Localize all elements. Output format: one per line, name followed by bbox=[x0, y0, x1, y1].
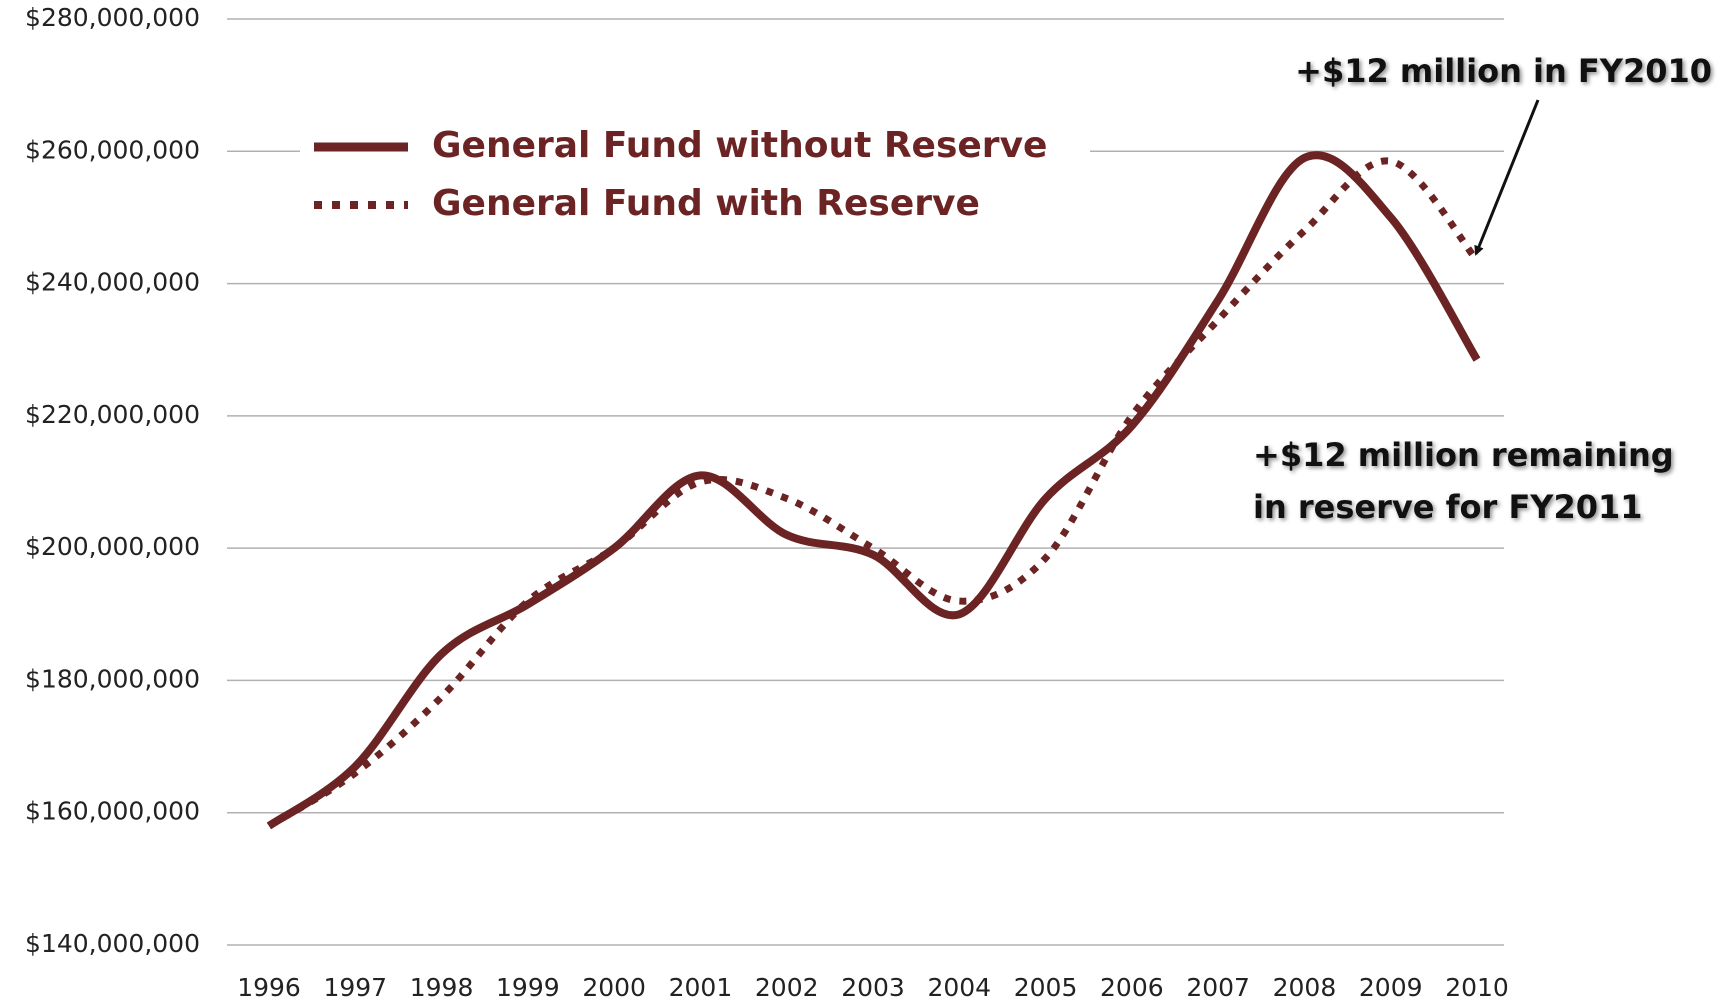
x-tick-label: 2005 bbox=[1014, 973, 1078, 1002]
y-tick-label: $280,000,000 bbox=[25, 3, 200, 32]
legend-label: General Fund with Reserve bbox=[432, 183, 980, 224]
x-tick-label: 2010 bbox=[1445, 973, 1509, 1002]
x-tick-label: 2009 bbox=[1359, 973, 1423, 1002]
x-tick-label: 2008 bbox=[1273, 973, 1337, 1002]
x-tick-label: 2001 bbox=[669, 973, 733, 1002]
annotation: in reserve for FY2011 bbox=[1253, 488, 1643, 526]
x-tick-label: 1999 bbox=[496, 973, 560, 1002]
annotation: +$12 million in FY2010 bbox=[1295, 52, 1712, 90]
y-tick-label: $260,000,000 bbox=[25, 135, 200, 164]
x-tick-label: 2003 bbox=[841, 973, 905, 1002]
annotation: +$12 million remaining bbox=[1253, 436, 1674, 474]
y-tick-label: $240,000,000 bbox=[25, 268, 200, 297]
y-tick-label: $220,000,000 bbox=[25, 400, 200, 429]
y-tick-label: $200,000,000 bbox=[25, 532, 200, 561]
series-line bbox=[267, 157, 1480, 829]
legend-background bbox=[300, 115, 1090, 235]
y-tick-label: $140,000,000 bbox=[25, 929, 200, 958]
x-tick-label: 1997 bbox=[323, 973, 387, 1002]
y-tick-label: $160,000,000 bbox=[25, 797, 200, 826]
x-tick-label: 2002 bbox=[755, 973, 819, 1002]
x-tick-label: 2004 bbox=[927, 973, 991, 1002]
x-tick-label: 1996 bbox=[237, 973, 301, 1002]
x-tick-label: 2006 bbox=[1100, 973, 1164, 1002]
annotation-arrow bbox=[1474, 99, 1540, 256]
y-tick-label: $180,000,000 bbox=[25, 664, 200, 693]
series-line bbox=[266, 151, 1481, 830]
x-tick-label: 2000 bbox=[582, 973, 646, 1002]
x-tick-label: 2007 bbox=[1186, 973, 1250, 1002]
legend-label: General Fund without Reserve bbox=[432, 125, 1047, 166]
x-tick-label: 1998 bbox=[410, 973, 474, 1002]
